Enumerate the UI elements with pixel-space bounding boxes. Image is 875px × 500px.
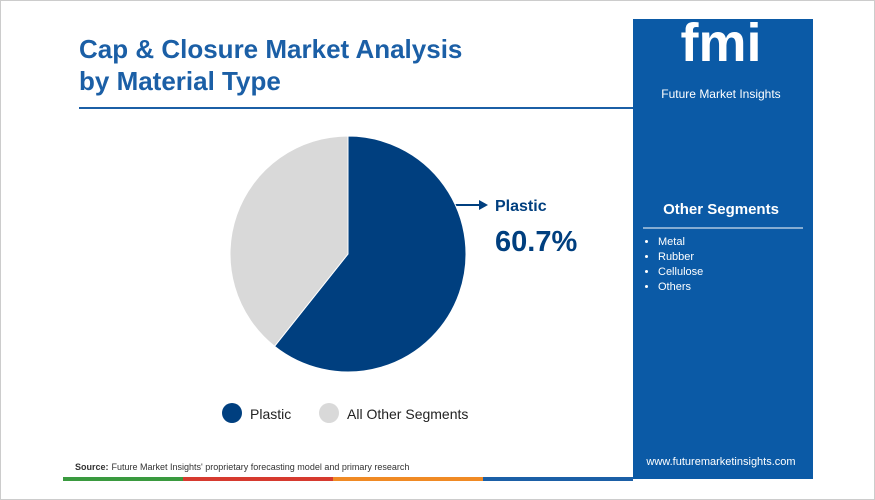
source-text: Future Market Insights' proprietary fore… [111, 462, 410, 472]
callout-value: 60.7% [495, 226, 577, 258]
website: www.futuremarketinsights.com [645, 456, 795, 468]
segment-list: MetalRubberCelluloseOthers [646, 235, 703, 295]
segment-item: Rubber [658, 250, 703, 265]
footer-bar [483, 477, 633, 481]
segment-item: Metal [658, 235, 703, 250]
sidebar-heading: Other Segments [663, 201, 779, 218]
callout-label: Plastic [495, 198, 547, 215]
callout-arrowhead [479, 200, 488, 210]
sidebar [633, 19, 813, 479]
segment-item: Others [658, 280, 703, 295]
segment-item: Cellulose [658, 265, 703, 280]
pie-slice [273, 135, 467, 373]
chart-title: Cap & Closure Market Analysis by Materia… [79, 34, 463, 96]
pie-slice [229, 135, 349, 348]
footer-bar [333, 477, 483, 481]
source: Source: Future Market Insights' proprieta… [75, 462, 409, 472]
source-label: Source: [75, 462, 109, 472]
legend-label: All Other Segments [347, 406, 468, 422]
footer-bar [63, 477, 183, 481]
logo: fmi [681, 13, 762, 73]
legend-label: Plastic [250, 406, 291, 422]
legend-swatch [319, 403, 339, 423]
footer-bar [183, 477, 333, 481]
brand: Future Market Insights [661, 87, 780, 101]
legend-swatch [222, 403, 242, 423]
